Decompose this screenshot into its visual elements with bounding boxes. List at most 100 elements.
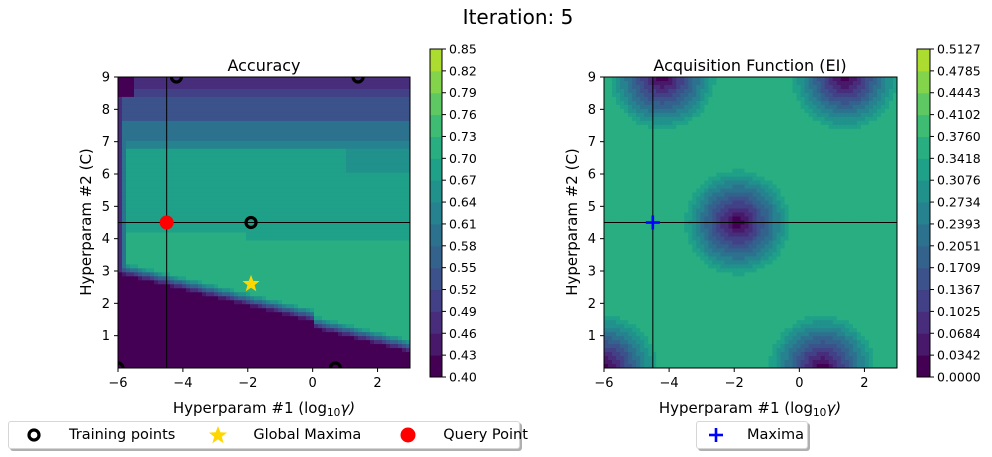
contour-cell bbox=[162, 92, 167, 98]
contour-cell bbox=[258, 264, 263, 269]
contour-cell bbox=[246, 248, 251, 253]
contour-cell bbox=[206, 248, 211, 253]
contour-cell bbox=[218, 84, 223, 90]
contour-cell bbox=[314, 84, 319, 90]
contour-cell bbox=[154, 320, 159, 325]
contour-cell bbox=[302, 96, 307, 102]
contour-cell bbox=[218, 116, 223, 122]
contour-cell bbox=[206, 224, 211, 230]
contour-cell bbox=[154, 128, 159, 134]
contour-cell bbox=[286, 312, 291, 317]
contour-cell bbox=[178, 308, 183, 313]
contour-cell bbox=[162, 192, 167, 198]
contour-cell bbox=[182, 324, 187, 329]
contour-cell bbox=[162, 232, 167, 238]
contour-cell bbox=[138, 216, 143, 222]
contour-cell bbox=[262, 212, 267, 218]
contour-cell bbox=[262, 164, 267, 170]
contour-cell bbox=[170, 336, 175, 341]
contour-cell bbox=[202, 176, 207, 182]
contour-cell bbox=[286, 140, 291, 146]
contour-cell bbox=[214, 104, 219, 110]
contour-cell bbox=[186, 336, 191, 341]
contour-cell bbox=[138, 184, 143, 190]
contour-cell bbox=[378, 356, 383, 361]
contour-cell bbox=[210, 316, 215, 321]
contour-cell bbox=[338, 360, 343, 365]
contour-cell bbox=[154, 160, 159, 166]
contour-cell bbox=[210, 128, 215, 134]
contour-cell bbox=[382, 300, 387, 305]
contour-cell bbox=[202, 236, 207, 242]
contour-cell bbox=[278, 280, 283, 285]
contour-cell bbox=[218, 152, 223, 158]
contour-cell bbox=[126, 324, 131, 329]
contour-cell bbox=[130, 240, 135, 246]
contour-cell bbox=[310, 84, 315, 90]
contour-cell bbox=[142, 288, 147, 293]
contour-cell bbox=[298, 160, 303, 166]
contour-cell bbox=[170, 168, 175, 174]
contour-cell bbox=[210, 280, 215, 285]
contour-cell bbox=[262, 304, 267, 309]
contour-cell bbox=[342, 316, 347, 321]
contour-cell bbox=[310, 128, 315, 134]
contour-cell bbox=[134, 200, 139, 206]
contour-cell bbox=[358, 352, 363, 357]
contour-cell bbox=[226, 188, 231, 194]
contour-cell bbox=[286, 124, 291, 130]
contour-cell bbox=[350, 192, 355, 198]
contour-cell bbox=[226, 212, 231, 218]
contour-cell bbox=[250, 348, 255, 353]
contour-cell bbox=[346, 88, 351, 94]
contour-cell bbox=[214, 252, 219, 257]
contour-cell bbox=[194, 268, 199, 273]
contour-cell bbox=[246, 348, 251, 353]
contour-cell bbox=[190, 164, 195, 170]
contour-cell bbox=[154, 272, 159, 277]
contour-cell bbox=[162, 268, 167, 273]
contour-cell bbox=[186, 356, 191, 361]
contour-cell bbox=[178, 216, 183, 222]
contour-cell bbox=[166, 332, 171, 337]
contour-cell bbox=[282, 232, 287, 238]
contour-cell bbox=[234, 160, 239, 166]
contour-cell bbox=[298, 316, 303, 321]
contour-cell bbox=[126, 200, 131, 206]
contour-cell bbox=[302, 240, 307, 246]
contour-cell bbox=[126, 352, 131, 357]
contour-cell bbox=[318, 360, 323, 365]
contour-cell bbox=[206, 176, 211, 182]
contour-cell bbox=[290, 120, 295, 126]
contour-cell bbox=[166, 212, 171, 218]
contour-cell bbox=[366, 124, 371, 130]
contour-cell bbox=[170, 124, 175, 130]
contour-cell bbox=[390, 168, 395, 174]
contour-cell bbox=[142, 216, 147, 222]
contour-cell bbox=[266, 264, 271, 269]
contour-cell bbox=[142, 328, 147, 333]
contour-cell bbox=[374, 340, 379, 345]
contour-cell bbox=[378, 80, 383, 86]
contour-cell bbox=[358, 260, 363, 265]
contour-cell bbox=[210, 80, 215, 86]
contour-cell bbox=[358, 256, 363, 261]
contour-cell bbox=[130, 328, 135, 333]
contour-cell bbox=[242, 160, 247, 166]
contour-cell bbox=[158, 268, 163, 273]
contour-cell bbox=[262, 84, 267, 90]
contour-cell bbox=[154, 144, 159, 150]
contour-cell bbox=[354, 120, 359, 126]
contour-cell bbox=[318, 176, 323, 182]
contour-cell bbox=[282, 164, 287, 170]
contour-cell bbox=[274, 172, 279, 178]
contour-cell bbox=[346, 260, 351, 265]
contour-cell bbox=[354, 208, 359, 214]
contour-cell bbox=[238, 120, 243, 126]
contour-cell bbox=[186, 272, 191, 277]
contour-cell bbox=[250, 296, 255, 301]
contour-cell bbox=[170, 128, 175, 134]
contour-cell bbox=[294, 132, 299, 138]
contour-cell bbox=[146, 232, 151, 238]
contour-cell bbox=[158, 196, 163, 202]
